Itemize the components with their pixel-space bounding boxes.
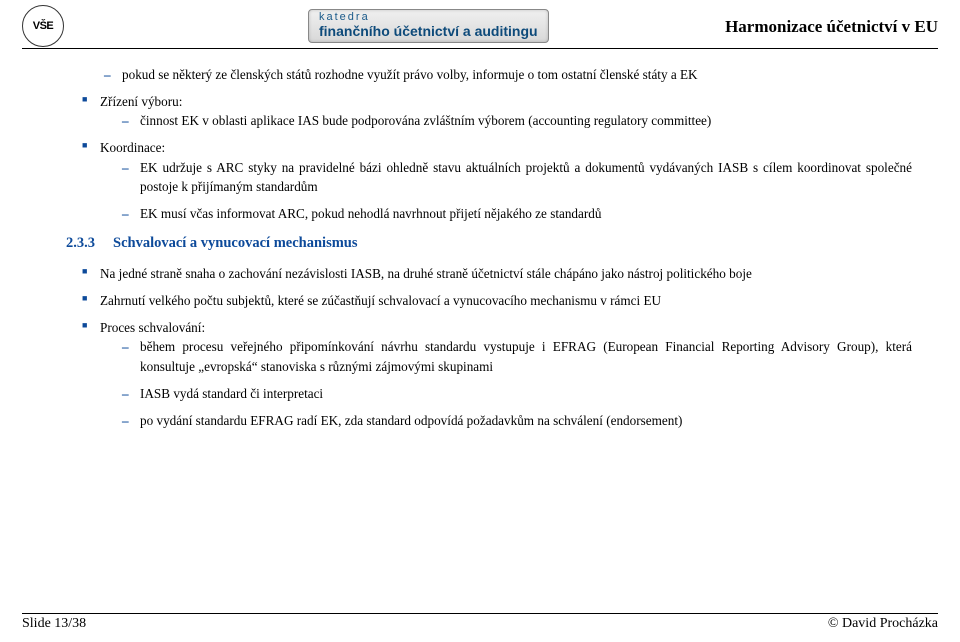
department-line1: katedra bbox=[319, 11, 538, 23]
page-content: pokud se některý ze členských států rozh… bbox=[0, 49, 960, 430]
page-footer: Slide 13/38 © David Procházka bbox=[22, 613, 938, 632]
slide-number: Slide 13/38 bbox=[22, 616, 86, 632]
item-label: Zřízení výboru: bbox=[100, 94, 182, 109]
square-list-1: Zřízení výboru: činnost EK v oblasti apl… bbox=[82, 92, 912, 223]
list-item: Proces schvalování: během procesu veřejn… bbox=[82, 318, 912, 430]
section-number: 2.3.3 bbox=[66, 235, 95, 251]
list-item: EK udržuje s ARC styky na pravidelné báz… bbox=[122, 158, 912, 196]
list-item: po vydání standardu EFRAG radí EK, zda s… bbox=[122, 411, 912, 430]
item-label: Koordinace: bbox=[100, 140, 165, 155]
list-item: EK musí včas informovat ARC, pokud nehod… bbox=[122, 204, 912, 223]
department-line2: finančního účetnictví a auditingu bbox=[319, 23, 538, 39]
section-heading: 2.3.3 Schvalovací a vynucovací mechanismu… bbox=[66, 233, 912, 254]
dash-sublist: během procesu veřejného připomínkování n… bbox=[122, 337, 912, 430]
footer-row: Slide 13/38 © David Procházka bbox=[22, 614, 938, 632]
list-item: činnost EK v oblasti aplikace IAS bude p… bbox=[122, 111, 912, 130]
page-header: VŠE katedra finančního účetnictví a audi… bbox=[0, 0, 960, 46]
page-title: Harmonizace účetnictví v EU bbox=[725, 15, 938, 37]
department-badge: katedra finančního účetnictví a auditing… bbox=[308, 9, 549, 43]
intro-dash-list: pokud se některý ze členských států rozh… bbox=[104, 65, 912, 84]
list-item: IASB vydá standard či interpretaci bbox=[122, 384, 912, 403]
author-credit: © David Procházka bbox=[828, 616, 938, 632]
list-item: pokud se některý ze členských států rozh… bbox=[104, 65, 912, 84]
vse-logo: VŠE bbox=[22, 5, 64, 47]
dash-sublist: činnost EK v oblasti aplikace IAS bude p… bbox=[122, 111, 912, 130]
list-item: Na jedné straně snaha o zachování nezávi… bbox=[82, 264, 912, 283]
square-list-2: Na jedné straně snaha o zachování nezávi… bbox=[82, 264, 912, 430]
item-label: Proces schvalování: bbox=[100, 320, 205, 335]
list-item: Zahrnutí velkého počtu subjektů, které s… bbox=[82, 291, 912, 310]
list-item: během procesu veřejného připomínkování n… bbox=[122, 337, 912, 375]
vse-logo-text: VŠE bbox=[33, 20, 54, 32]
list-item: Zřízení výboru: činnost EK v oblasti apl… bbox=[82, 92, 912, 130]
section-title: Schvalovací a vynucovací mechanismus bbox=[113, 235, 358, 251]
dash-sublist: EK udržuje s ARC styky na pravidelné báz… bbox=[122, 158, 912, 223]
list-item: Koordinace: EK udržuje s ARC styky na pr… bbox=[82, 138, 912, 223]
